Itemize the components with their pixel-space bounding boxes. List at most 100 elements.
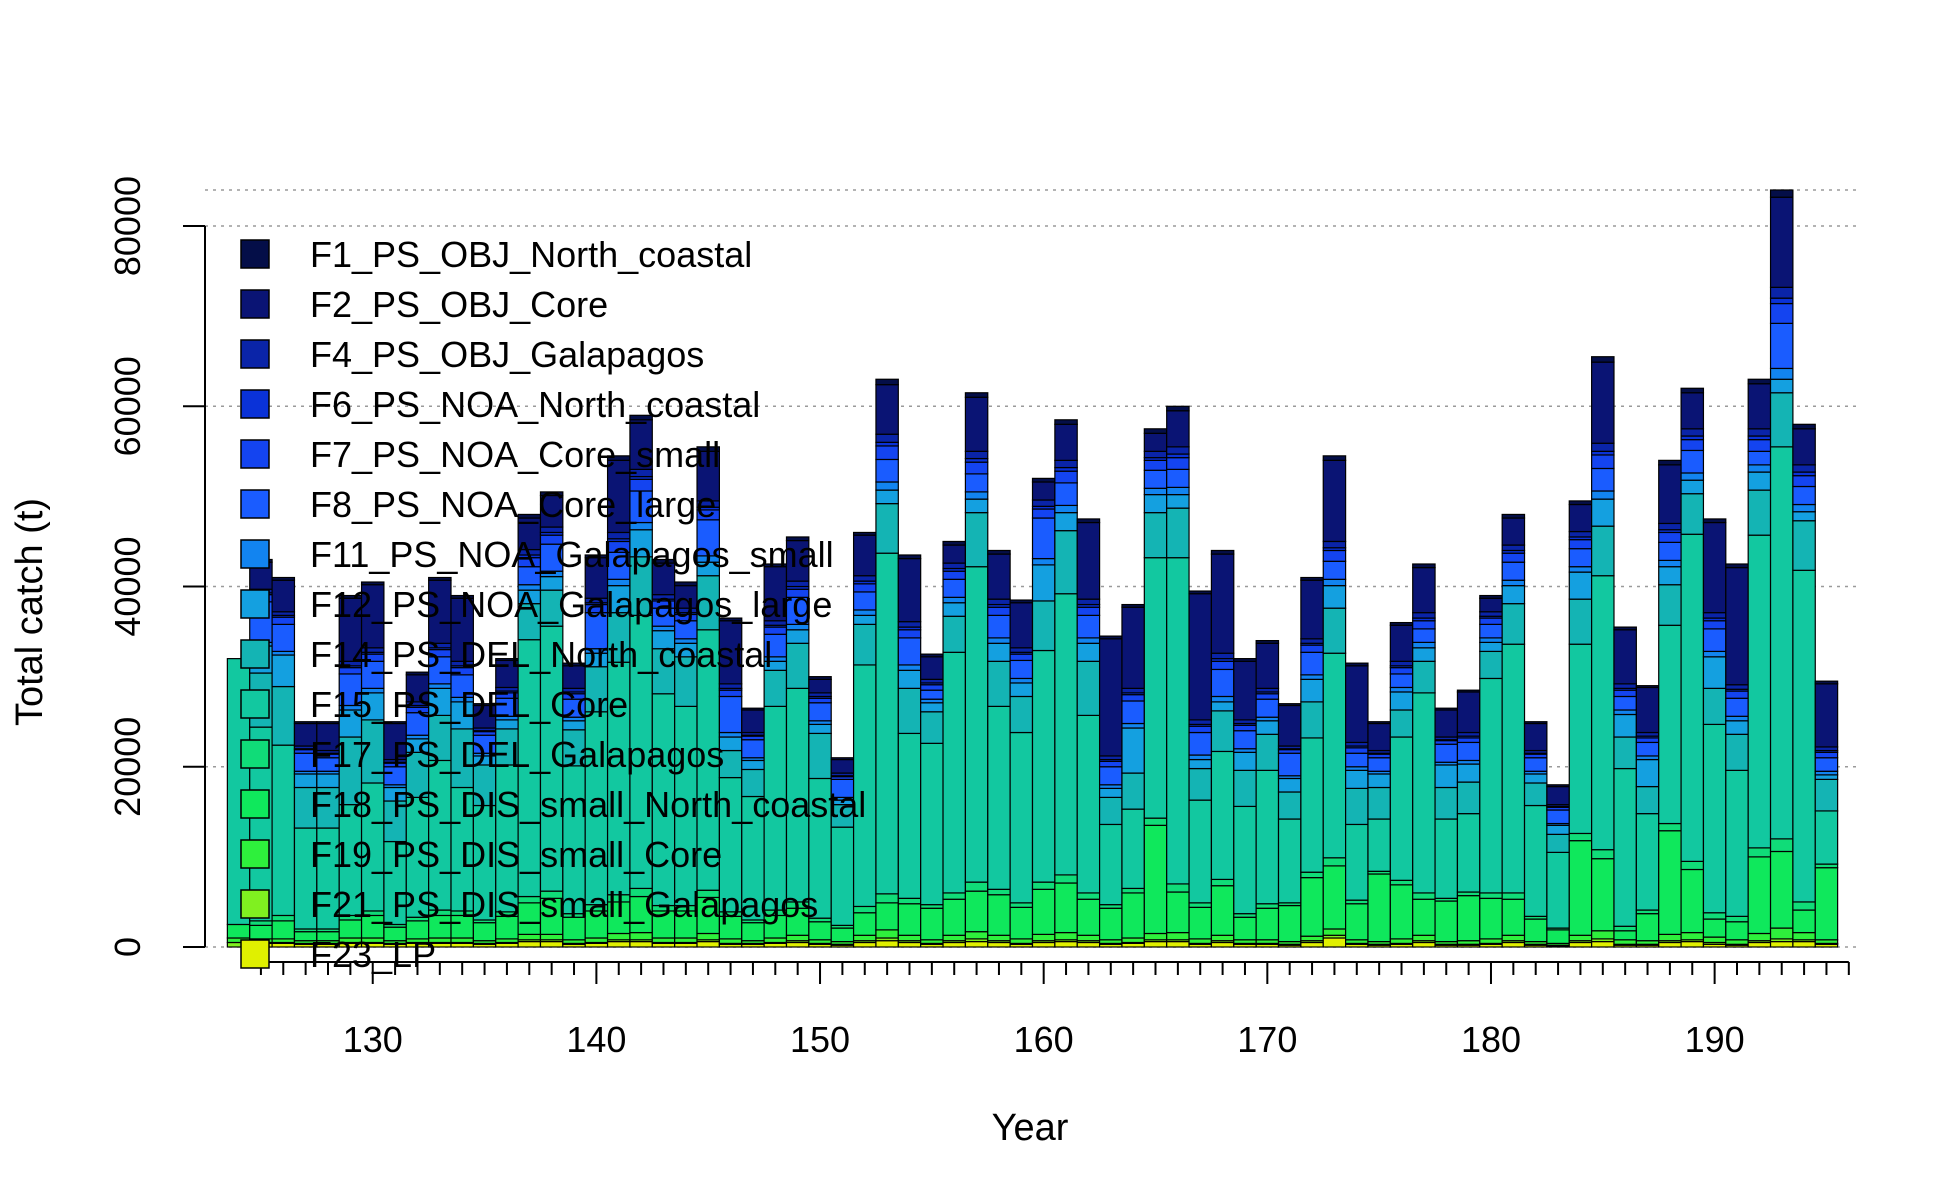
bar-segment (271, 576, 296, 581)
bar-segment (1143, 450, 1168, 459)
bar-segment (651, 558, 676, 564)
bar-segment (1121, 892, 1145, 939)
bar-segment (1434, 764, 1459, 789)
bar-segment (897, 687, 922, 735)
bar-segment (1098, 760, 1123, 768)
bar-stack (763, 563, 788, 948)
legend-swatch (240, 539, 270, 569)
bar-stack (1300, 576, 1324, 948)
bar-segment (1210, 660, 1235, 671)
bar-stack (1210, 549, 1235, 948)
bar-segment (1479, 650, 1503, 680)
bar-segment (1769, 446, 1794, 840)
bar-segment (1456, 781, 1481, 815)
bar-segment (785, 934, 810, 942)
bar-segment (696, 446, 720, 452)
bar-segment (1591, 849, 1615, 860)
bar-segment (1031, 600, 1056, 652)
bar-segment (1166, 468, 1190, 488)
bar-segment (1322, 540, 1347, 549)
bar-segment (1009, 659, 1034, 680)
bar-segment (1143, 459, 1168, 471)
bar-segment (1031, 481, 1056, 501)
bar-segment (897, 669, 922, 689)
bar-segment (1792, 909, 1816, 934)
bar-segment (1591, 454, 1615, 470)
bar-segment (1456, 689, 1481, 693)
bar-segment (1367, 873, 1391, 943)
bar-segment (1277, 703, 1302, 707)
bar-segment (1054, 419, 1078, 425)
bar-segment (1121, 687, 1145, 694)
bar-segment (830, 927, 855, 943)
bar-segment (1456, 691, 1481, 734)
bar-segment (1210, 652, 1235, 660)
bar-segment (1568, 539, 1593, 550)
bar-segment (1188, 906, 1213, 940)
bar-segment (1591, 467, 1615, 492)
bar-segment (741, 922, 765, 942)
bar-segment (1076, 518, 1101, 524)
bar-segment (1076, 642, 1101, 662)
bar-segment (1658, 624, 1682, 825)
bar-segment (1792, 940, 1816, 948)
legend-swatch (240, 839, 270, 869)
bar-segment (1210, 553, 1235, 654)
bar-segment (1434, 707, 1459, 711)
bar-segment (1456, 895, 1481, 942)
bar-segment (1568, 840, 1593, 936)
legend-swatch (240, 739, 270, 769)
bar-segment (1255, 698, 1280, 718)
bar-segment (1725, 690, 1749, 699)
bar-segment (987, 894, 1011, 936)
bar-segment (1277, 777, 1302, 793)
bar-segment (1747, 932, 1772, 942)
bar-segment (1166, 494, 1190, 509)
bar-segment (808, 702, 832, 722)
bar-stack (1769, 189, 1794, 948)
bar-stack (293, 721, 318, 948)
bar-segment (1591, 575, 1615, 851)
bar-segment (1479, 897, 1503, 940)
x-tick-label: 190 (1685, 1019, 1745, 1060)
bar-segment (1031, 517, 1056, 560)
bar-segment (1479, 892, 1503, 899)
bar-stack (808, 676, 832, 948)
bar-stack (1635, 685, 1660, 948)
bar-segment (785, 629, 810, 644)
bar-segment (1479, 617, 1503, 625)
bar-segment (360, 581, 385, 586)
bar-segment (1277, 752, 1302, 777)
bar-segment (1210, 750, 1235, 881)
bar-segment (1098, 823, 1123, 906)
bar-segment (1367, 757, 1391, 772)
bar-segment (964, 566, 989, 883)
bar-segment (1076, 614, 1101, 639)
bar-stack (405, 671, 430, 948)
bar-segment (1501, 561, 1526, 581)
bar-segment (1076, 637, 1101, 644)
bar-segment (1546, 929, 1570, 944)
bar-segment (942, 562, 967, 570)
bar-stack (1725, 563, 1749, 948)
bar-segment (1367, 818, 1391, 872)
bar-segment (1031, 499, 1056, 507)
bar-segment (1098, 787, 1123, 799)
bar-segment (1143, 817, 1168, 826)
bar-segment (1792, 503, 1816, 513)
bar-segment (1501, 513, 1526, 519)
legend-label: F7_PS_NOA_Core_small (310, 434, 720, 475)
y-axis: 0 20000 40000 60000 80000 (107, 176, 206, 957)
bar-segment (1635, 741, 1660, 757)
bar-stack (472, 703, 497, 948)
bar-segment (741, 759, 765, 771)
bar-segment (1747, 378, 1772, 385)
bar-segment (1233, 724, 1257, 732)
bar-segment (1680, 940, 1705, 948)
bar-segment (1322, 937, 1347, 948)
bar-segment (897, 903, 922, 936)
bar-segment (584, 937, 609, 944)
bar-segment (808, 678, 832, 694)
bar-segment (1300, 644, 1324, 653)
x-tick-label: 160 (1014, 1019, 1074, 1060)
